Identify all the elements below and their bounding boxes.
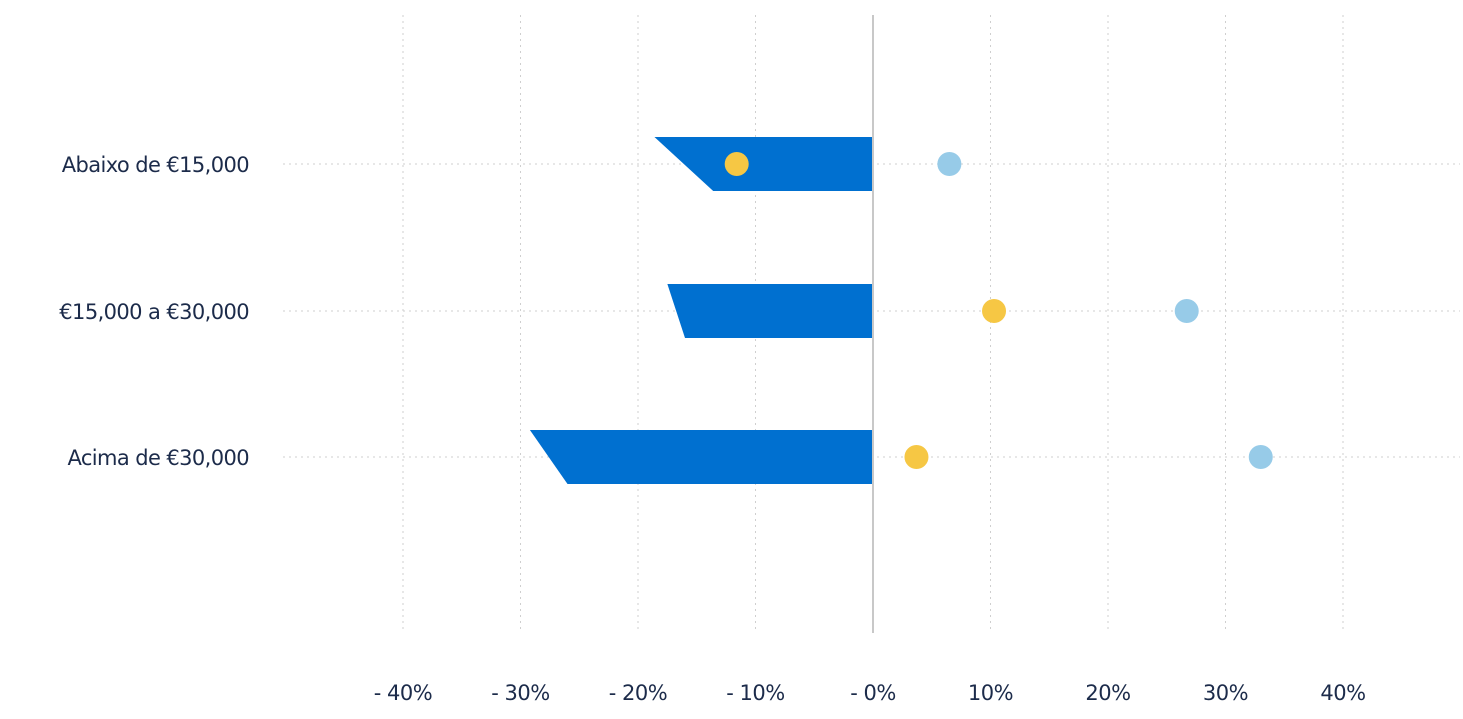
bar-1 [667, 284, 873, 338]
category-labels: Abaixo de €15,000 €15,000 a €30,000 Acima … [59, 153, 249, 470]
dot-series1-0 [937, 152, 962, 176]
dot-series0-0 [724, 152, 749, 176]
x-tick-label-0: - 40% [374, 681, 432, 705]
dots [724, 152, 1273, 469]
x-tick-label-8: 40% [1320, 681, 1365, 705]
x-tick-label-3: - 10% [726, 681, 784, 705]
dot-series0-1 [982, 299, 1007, 323]
x-tick-labels: - 40% - 30% - 20% - 10% - 0% 10% 20% 30% 40% [374, 681, 1366, 705]
category-label-0: Abaixo de €15,000 [62, 153, 249, 177]
x-tick-label-7: 30% [1203, 681, 1248, 705]
bars [529, 137, 873, 484]
x-tick-label-5: 10% [968, 681, 1013, 705]
bar-2 [529, 430, 873, 484]
x-tick-label-4: - 0% [850, 681, 896, 705]
bar-0 [654, 137, 873, 191]
x-tick-label-1: - 30% [491, 681, 549, 705]
dot-series1-1 [1174, 299, 1199, 323]
dot-series0-2 [904, 445, 929, 469]
category-label-1: €15,000 a €30,000 [59, 300, 249, 324]
dot-series1-2 [1248, 445, 1273, 469]
x-tick-label-2: - 20% [609, 681, 667, 705]
category-label-2: Acima de €30,000 [67, 446, 249, 470]
x-tick-label-6: 20% [1085, 681, 1130, 705]
